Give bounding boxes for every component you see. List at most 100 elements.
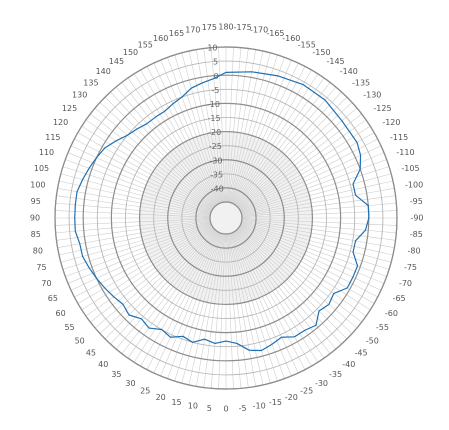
- series-point: [148, 327, 150, 329]
- angle-spoke: [115, 86, 216, 206]
- angle-spoke: [238, 226, 367, 317]
- series-point: [204, 338, 206, 340]
- angle-spoke: [140, 231, 219, 367]
- angle-tick-label: -60: [385, 309, 398, 318]
- angle-spoke: [237, 229, 348, 340]
- series-point: [352, 276, 354, 278]
- angle-spoke: [229, 233, 271, 384]
- angle-tick-label: 10: [188, 402, 198, 411]
- angle-tick-label: 105: [34, 164, 49, 173]
- series-point: [277, 75, 279, 77]
- angle-spoke: [230, 54, 278, 203]
- angle-tick-label: -160: [282, 34, 300, 43]
- angle-spoke: [241, 219, 396, 241]
- angle-spoke: [241, 180, 394, 215]
- angle-spoke: [237, 102, 353, 208]
- angle-spoke: [188, 50, 223, 203]
- angle-spoke: [218, 233, 226, 389]
- angle-tick-label: -105: [401, 164, 419, 173]
- angle-spoke: [241, 166, 390, 214]
- angle-spoke: [174, 54, 222, 203]
- angle-spoke: [115, 230, 216, 350]
- angle-spoke: [133, 231, 218, 363]
- angle-tick-label: 15: [171, 398, 181, 407]
- angle-spoke: [238, 228, 358, 329]
- radial-major-ring: [195, 187, 257, 249]
- angle-spoke: [203, 48, 225, 203]
- angle-spoke: [99, 228, 215, 334]
- angle-tick-label: 35: [111, 370, 121, 379]
- series-point: [161, 329, 163, 331]
- angle-tick-label: 30: [125, 379, 135, 388]
- radial-tick-label: -10: [207, 100, 220, 109]
- series-point: [368, 217, 370, 219]
- series-point: [88, 167, 90, 169]
- angle-tick-label: -25: [300, 387, 313, 396]
- radial-tick-label: -15: [208, 114, 221, 123]
- series-point: [128, 314, 130, 316]
- radial-major-ring: [167, 159, 285, 277]
- angle-spoke: [232, 232, 299, 374]
- series-point: [333, 293, 335, 295]
- series-point: [281, 336, 283, 338]
- radial-tick-label: 10: [207, 44, 217, 53]
- angle-spoke: [94, 107, 214, 208]
- angle-spoke: [231, 59, 292, 204]
- angle-spoke: [55, 218, 211, 226]
- angle-tick-label: 130: [72, 91, 87, 100]
- angle-spoke: [203, 233, 225, 388]
- angle-tick-label: 75: [36, 263, 46, 272]
- angle-spoke: [240, 138, 378, 211]
- angle-tick-label: 155: [138, 40, 153, 49]
- angle-tick-label: 115: [45, 133, 60, 142]
- angle-spoke: [167, 232, 221, 379]
- angle-tick-label: 65: [48, 294, 58, 303]
- radial-tick-label: -5: [211, 86, 219, 95]
- angle-tick-label: -85: [410, 230, 423, 239]
- radial-minor-ring: [68, 60, 384, 376]
- angle-spoke: [121, 82, 217, 206]
- series-point: [214, 343, 216, 345]
- series-point: [154, 116, 156, 118]
- radial-tick-label: -30: [209, 156, 222, 165]
- angle-tick-label: 60: [55, 309, 65, 318]
- angle-tick-label: -75: [404, 263, 417, 272]
- angle-spoke: [240, 159, 387, 213]
- series-point: [261, 350, 263, 352]
- angle-tick-label: -35: [329, 370, 342, 379]
- angle-spoke: [55, 219, 211, 234]
- angle-spoke: [146, 66, 219, 204]
- series-line: [74, 71, 370, 352]
- angle-spoke: [160, 232, 221, 377]
- angle-spoke: [62, 222, 211, 270]
- angle-spoke: [241, 220, 395, 248]
- angle-spoke: [231, 57, 285, 204]
- angle-spoke: [90, 227, 214, 323]
- angle-spoke: [239, 226, 371, 311]
- series-point: [346, 287, 348, 289]
- angle-spoke: [55, 202, 211, 217]
- series-point: [356, 141, 358, 143]
- angle-spoke: [196, 233, 224, 387]
- radial-major-ring: [110, 102, 342, 334]
- angle-tick-label: -15: [269, 398, 282, 407]
- series-point: [79, 243, 81, 245]
- series-point: [181, 96, 183, 98]
- angle-spoke: [58, 221, 211, 256]
- angle-spoke: [233, 231, 312, 367]
- angle-tick-label: -150: [312, 48, 330, 57]
- angle-spoke: [74, 225, 212, 298]
- angle-spoke: [231, 232, 285, 379]
- angle-spoke: [58, 180, 211, 215]
- radial-rings: [54, 46, 398, 390]
- angle-tick-label: 45: [86, 349, 96, 358]
- series-point: [74, 230, 76, 232]
- series-point: [104, 287, 106, 289]
- angle-tick-label: 90: [30, 214, 40, 223]
- angle-tick-label: -100: [405, 180, 423, 189]
- angle-spoke: [229, 233, 264, 386]
- angle-tick-label: -90: [410, 214, 423, 223]
- angle-spoke: [232, 62, 299, 204]
